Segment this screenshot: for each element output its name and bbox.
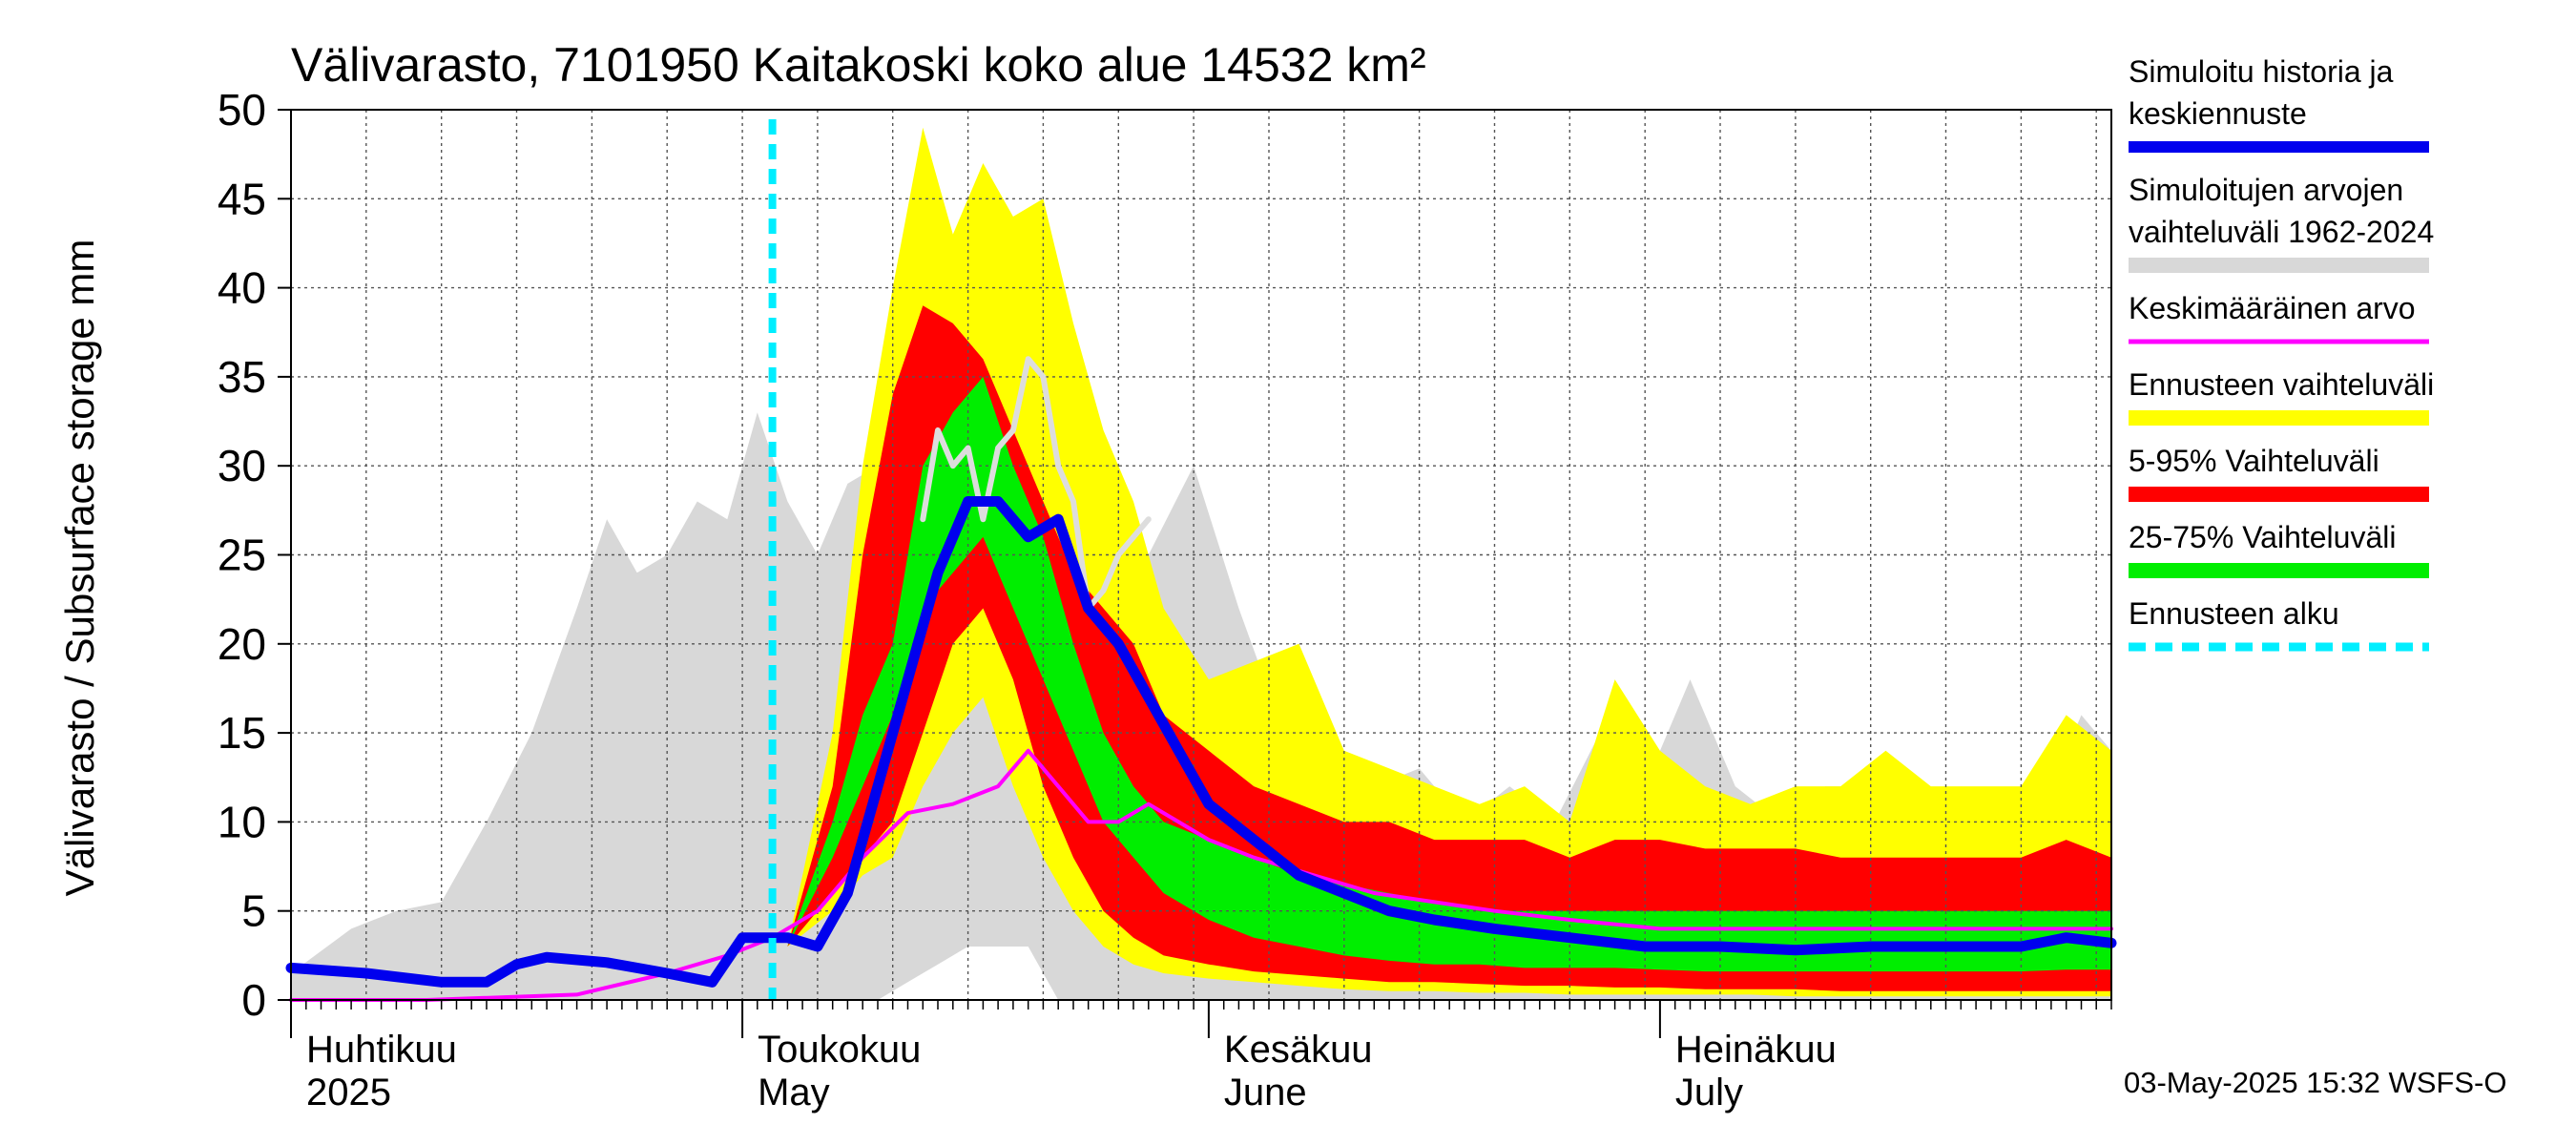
x-month-sublabel: 2025 [306,1072,391,1114]
legend-label: 25-75% Vaihteluväli [2129,520,2396,554]
legend-label: Ennusteen vaihteluväli [2129,367,2434,402]
x-month-sublabel: May [758,1072,830,1114]
legend-label: 5-95% Vaihteluväli [2129,444,2379,478]
y-tick-label: 40 [218,263,266,313]
legend-label: Ennusteen alku [2129,596,2339,631]
x-month-label: Toukokuu [758,1029,921,1071]
legend-swatch [2129,410,2429,426]
legend-swatch [2129,563,2429,578]
x-month-label: Kesäkuu [1224,1029,1373,1071]
y-axis-ticks: 0 5 10 15 20 25 30 35 40 45 50 [218,85,291,1025]
x-month-sublabel: June [1224,1072,1307,1114]
legend-label: Simuloitujen arvojen [2129,173,2403,207]
x-month-label: Huhtikuu [306,1029,457,1071]
series-light-line [920,356,1152,612]
legend: Simuloitu historia ja keskiennuste Simuloi… [2129,54,2434,652]
y-tick-label: 5 [241,886,266,936]
y-tick-label: 45 [218,174,266,223]
y-tick-label: 10 [218,797,266,846]
legend-label: keskiennuste [2129,96,2307,131]
y-tick-label: 30 [218,441,266,490]
y-tick-label: 20 [218,619,266,669]
legend-label: Simuloitu historia ja [2129,54,2394,89]
chart-title: Välivarasto, 7101950 Kaitakoski koko alu… [291,38,1426,92]
y-tick-label: 50 [218,85,266,135]
legend-swatch [2129,258,2429,273]
legend-swatch [2129,487,2429,502]
y-tick-label: 15 [218,708,266,758]
legend-label: Keskimääräinen arvo [2129,291,2416,325]
legend-label: vaihteluväli 1962-2024 [2129,215,2434,249]
y-tick-label: 25 [218,531,266,580]
y-axis-label: Välivarasto / Subsurface storage mm [57,239,102,897]
footer-timestamp: 03-May-2025 15:32 WSFS-O [2124,1066,2506,1099]
x-month-sublabel: July [1675,1072,1743,1114]
series-history-median [285,496,2117,988]
plot-area [285,109,2117,1002]
y-tick-label: 35 [218,352,266,402]
y-tick-label: 0 [241,975,266,1025]
x-month-label: Heinäkuu [1675,1029,1837,1071]
